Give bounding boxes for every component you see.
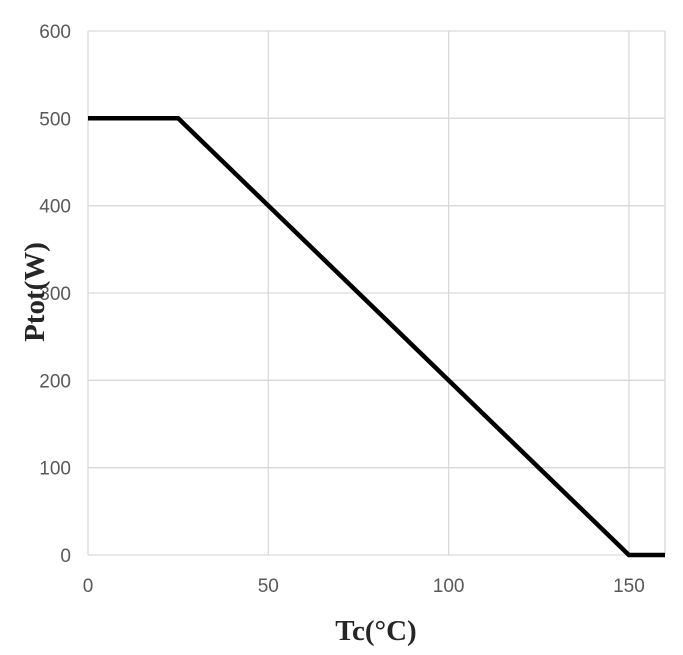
y-tick-label-400: 400: [39, 197, 71, 218]
y-axis-title: Ptot(W): [19, 242, 51, 342]
x-tick-label-50: 50: [258, 576, 279, 597]
x-tick-label-0: 0: [83, 576, 94, 597]
y-tick-label-500: 500: [39, 109, 71, 130]
y-tick-label-100: 100: [39, 459, 71, 480]
x-tick-label-100: 100: [433, 576, 465, 597]
gridlines: [88, 31, 665, 555]
series-layer: [88, 118, 665, 555]
y-tick-label-600: 600: [39, 22, 71, 43]
x-tick-label-150: 150: [613, 576, 645, 597]
series-line-0: [88, 118, 665, 555]
y-tick-label-200: 200: [39, 371, 71, 392]
x-axis-title: Tc(°C): [335, 615, 416, 647]
x-tick-labels: 0 50 100 150: [83, 576, 645, 597]
y-tick-label-0: 0: [60, 546, 71, 567]
